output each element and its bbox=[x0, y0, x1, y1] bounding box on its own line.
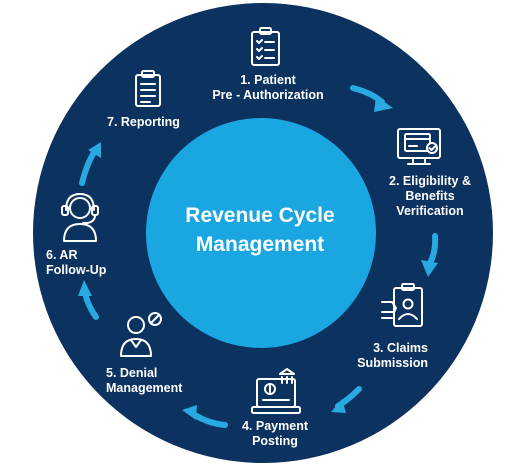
step-4-line-2: Posting bbox=[252, 434, 298, 448]
id-document-icon bbox=[381, 283, 423, 327]
step-2-line-3: Verification bbox=[396, 204, 464, 218]
step-5-line-1: 5. Denial bbox=[106, 366, 158, 380]
step-1-label: 1. Patient Pre - Authorization bbox=[209, 73, 327, 103]
arrow-head-5 bbox=[78, 280, 92, 296]
step-2-label: 2. Eligibility & Benefits Verification bbox=[380, 174, 480, 219]
step-7-line-1: 7. Reporting bbox=[107, 115, 180, 129]
person-denied-icon bbox=[120, 312, 162, 357]
step-2-line-1: 2. Eligibility & bbox=[389, 174, 471, 188]
step-3-line-2: Submission bbox=[357, 356, 428, 370]
arrow-head-1 bbox=[374, 96, 393, 112]
center-title: Revenue Cycle Management bbox=[160, 201, 360, 259]
arrow-head-6 bbox=[88, 142, 101, 158]
center-circle bbox=[146, 118, 376, 348]
step-3-label: 3. Claims Submission bbox=[343, 341, 428, 371]
payment-register-icon bbox=[251, 368, 301, 414]
step-6-line-1: 6. AR bbox=[46, 248, 78, 262]
monitor-card-icon bbox=[397, 128, 441, 165]
headset-agent-icon bbox=[61, 193, 99, 242]
clipboard-checklist-icon bbox=[251, 27, 280, 66]
step-4-label: 4. Payment Posting bbox=[240, 419, 310, 449]
arrow-heads bbox=[78, 96, 438, 420]
arrow-2-to-3 bbox=[427, 233, 439, 266]
center-title-line-2: Management bbox=[195, 233, 325, 256]
step-5-label: 5. Denial Management bbox=[106, 366, 206, 396]
step-3-line-1: 3. Claims bbox=[373, 341, 428, 355]
step-6-line-2: Follow-Up bbox=[46, 263, 107, 277]
report-document-icon bbox=[135, 70, 161, 107]
arrow-head-2 bbox=[421, 260, 438, 277]
step-6-label: 6. AR Follow-Up bbox=[46, 248, 126, 278]
step-1-line-1: 1. Patient bbox=[240, 73, 296, 87]
step-4-line-1: 4. Payment bbox=[241, 419, 308, 433]
step-5-line-2: Management bbox=[106, 381, 183, 395]
arrow-head-3 bbox=[331, 399, 346, 413]
step-2-line-2: Benefits bbox=[405, 189, 455, 203]
step-7-label: 7. Reporting bbox=[107, 115, 197, 130]
arrow-head-4 bbox=[182, 405, 197, 420]
center-title-line-1: Revenue Cycle bbox=[185, 204, 335, 227]
step-1-line-2: Pre - Authorization bbox=[212, 88, 324, 102]
